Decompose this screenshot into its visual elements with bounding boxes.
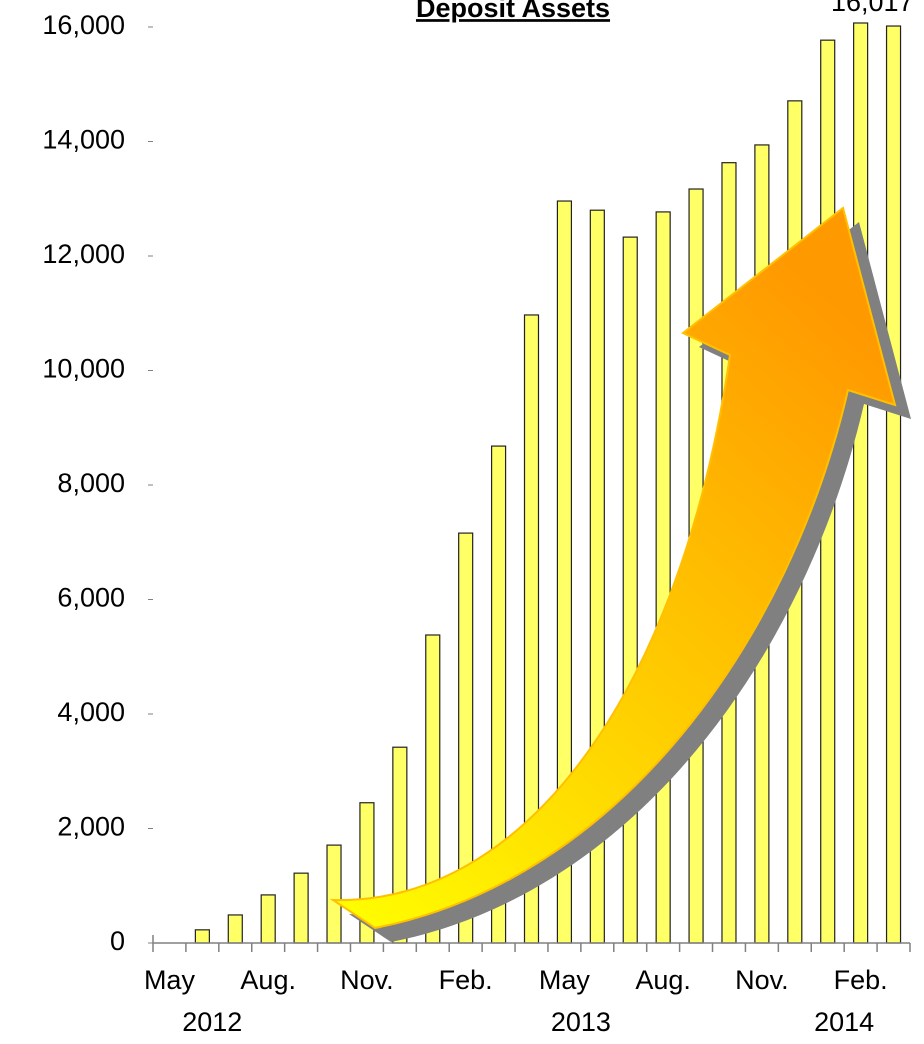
value-label: 16,017 [831,0,914,17]
y-tick-label: 2,000 [57,812,125,842]
bar [260,894,276,944]
x-tick-label: Feb. [439,965,493,995]
year-label: 2014 [814,1007,874,1037]
x-tick-label: May [539,965,591,995]
y-tick-label: 10,000 [42,354,125,384]
x-tick-label: Feb. [834,965,888,995]
x-tick-label: Nov. [340,965,394,995]
x-tick-label: Aug. [240,965,296,995]
x-tick-label: Aug. [635,965,691,995]
bar [326,844,342,944]
y-tick-label: 14,000 [42,125,125,155]
bar [622,236,638,944]
x-tick-label: Nov. [735,965,789,995]
x-tick-label: May [144,965,196,995]
year-label: 2012 [182,1007,242,1037]
y-tick-label: 12,000 [42,239,125,269]
bar [885,25,902,944]
growth-arrow [329,206,897,930]
bar [227,914,243,944]
y-tick-label: 4,000 [57,697,125,727]
y-tick-label: 6,000 [57,583,125,613]
chart-title: Deposit Assets [416,0,610,23]
bar [853,22,869,944]
y-tick-label: 0 [110,926,125,956]
y-tick-label: 16,000 [42,10,125,40]
bar [194,929,210,944]
bar [655,211,671,944]
year-label: 2013 [551,1007,611,1037]
bar [293,872,309,944]
y-tick-label: 8,000 [57,468,125,498]
